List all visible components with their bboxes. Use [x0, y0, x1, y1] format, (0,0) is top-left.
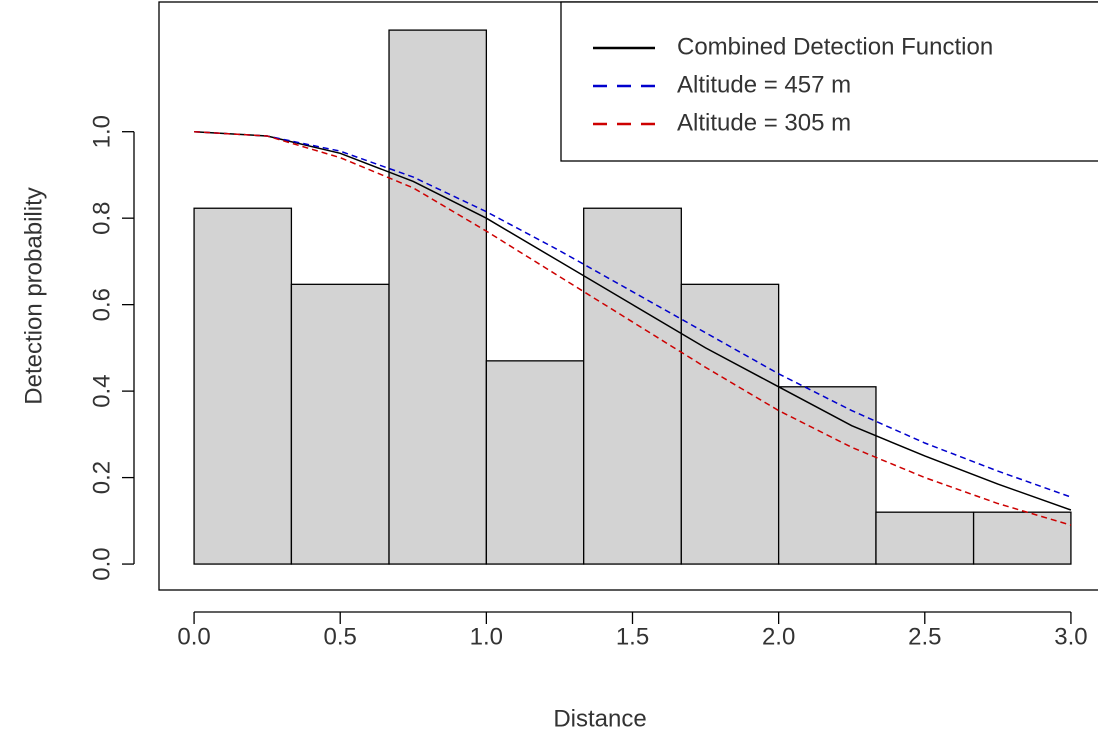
x-tick-label: 1.0: [470, 623, 503, 650]
y-tick-label: 0.6: [88, 288, 115, 321]
x-tick-label: 3.0: [1054, 623, 1087, 650]
bar: [875, 511, 975, 565]
line: [194, 130, 1072, 498]
x-tick-label: 2.0: [762, 623, 795, 650]
bar: [193, 207, 293, 565]
bar: [485, 360, 585, 565]
x-tick-label: 2.5: [908, 623, 941, 650]
legend-label: Altitude = 457 m: [677, 71, 851, 98]
bar: [972, 511, 1072, 565]
y-tick-label: 0.8: [88, 201, 115, 234]
y-tick-label: 1.0: [88, 115, 115, 148]
line: [194, 130, 1072, 511]
y-axis-label: Detection probability: [20, 187, 47, 404]
y-tick-label: 0.2: [88, 461, 115, 494]
legend-label: Altitude = 305 m: [677, 109, 851, 136]
bar: [583, 207, 682, 565]
y-tick-label: 0.4: [88, 374, 115, 407]
legend-label: Combined Detection Function: [677, 33, 993, 60]
x-tick-label: 0.0: [177, 623, 210, 650]
x-tick-label: 1.5: [616, 623, 649, 650]
y-tick-label: 0.0: [88, 547, 115, 580]
bar: [777, 386, 877, 565]
x-tick-label: 0.5: [324, 623, 357, 650]
bar: [680, 283, 780, 565]
legend-box: [560, 1, 1098, 162]
bar: [388, 29, 488, 565]
bar: [290, 283, 390, 565]
line: [194, 130, 1072, 526]
x-axis-label: Distance: [553, 705, 646, 732]
